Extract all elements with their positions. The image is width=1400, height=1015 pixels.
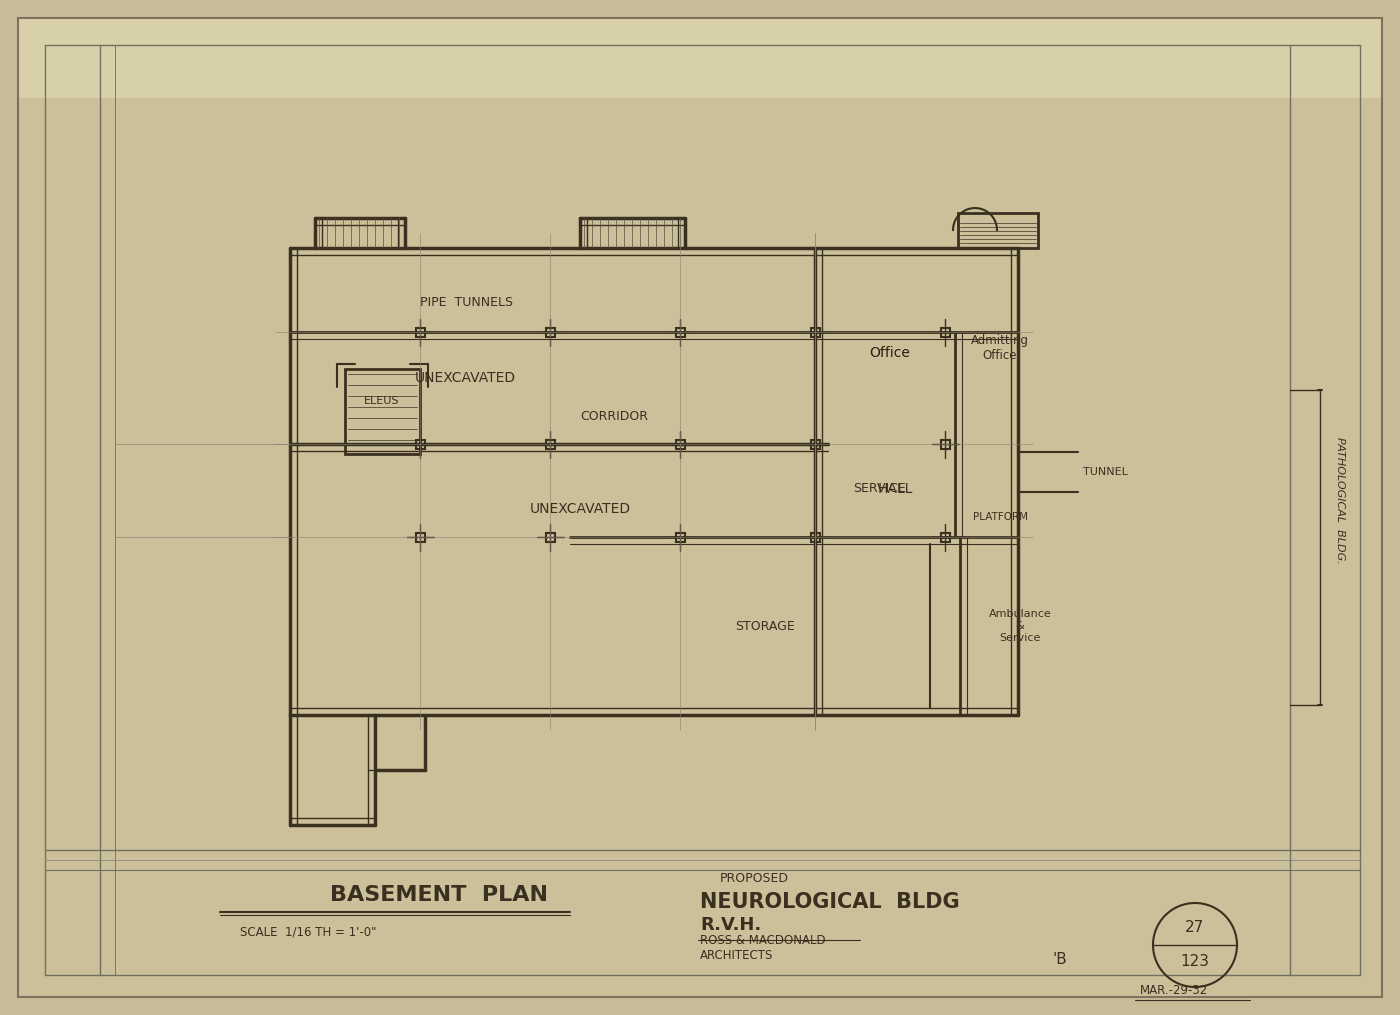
Bar [416,533,426,542]
Bar [18,18,1382,98]
Bar [941,439,951,449]
Text: SCALE  1/16 TH = 1'-0": SCALE 1/16 TH = 1'-0" [239,926,377,939]
Bar [344,369,420,454]
Text: Ambulance
&
Service: Ambulance & Service [988,609,1051,642]
Text: CORRIDOR: CORRIDOR [580,409,648,422]
Bar [416,328,426,337]
Text: PROPOSED: PROPOSED [720,872,790,884]
Text: PLATFORM: PLATFORM [973,512,1028,522]
Bar [941,328,951,337]
Text: Admitting
Office: Admitting Office [972,334,1029,362]
Text: BASEMENT  PLAN: BASEMENT PLAN [330,885,547,905]
Bar [676,439,685,449]
Bar [811,439,820,449]
Text: UNEXCAVATED: UNEXCAVATED [414,371,515,385]
Bar [546,439,554,449]
Bar [676,328,685,337]
Text: STORAGE: STORAGE [735,619,795,632]
Bar [941,533,951,542]
Text: ROSS & MACDONALD
ARCHITECTS: ROSS & MACDONALD ARCHITECTS [700,934,826,962]
Text: 123: 123 [1180,954,1210,969]
Text: PATHOLOGICAL  BLDG.: PATHOLOGICAL BLDG. [1336,436,1345,563]
Text: R.V.H.: R.V.H. [700,916,762,934]
Bar [416,439,426,449]
Text: MAR.-29-32: MAR.-29-32 [1140,984,1208,997]
Text: UNEXCAVATED: UNEXCAVATED [529,502,630,516]
Text: 27: 27 [1186,921,1204,936]
Text: SERVICE: SERVICE [854,482,906,495]
Text: TUNNEL: TUNNEL [1084,467,1128,477]
Text: Office: Office [869,346,910,360]
Text: PIPE  TUNNELS: PIPE TUNNELS [420,296,512,310]
Bar [811,328,820,337]
Bar [546,533,554,542]
Text: HALL: HALL [878,482,913,496]
Text: 'B: 'B [1053,952,1067,967]
Bar [676,533,685,542]
Bar [811,533,820,542]
Bar [546,328,554,337]
Bar [958,213,1037,248]
Text: NEUROLOGICAL  BLDG: NEUROLOGICAL BLDG [700,892,959,912]
Text: ELEUS: ELEUS [364,396,400,406]
